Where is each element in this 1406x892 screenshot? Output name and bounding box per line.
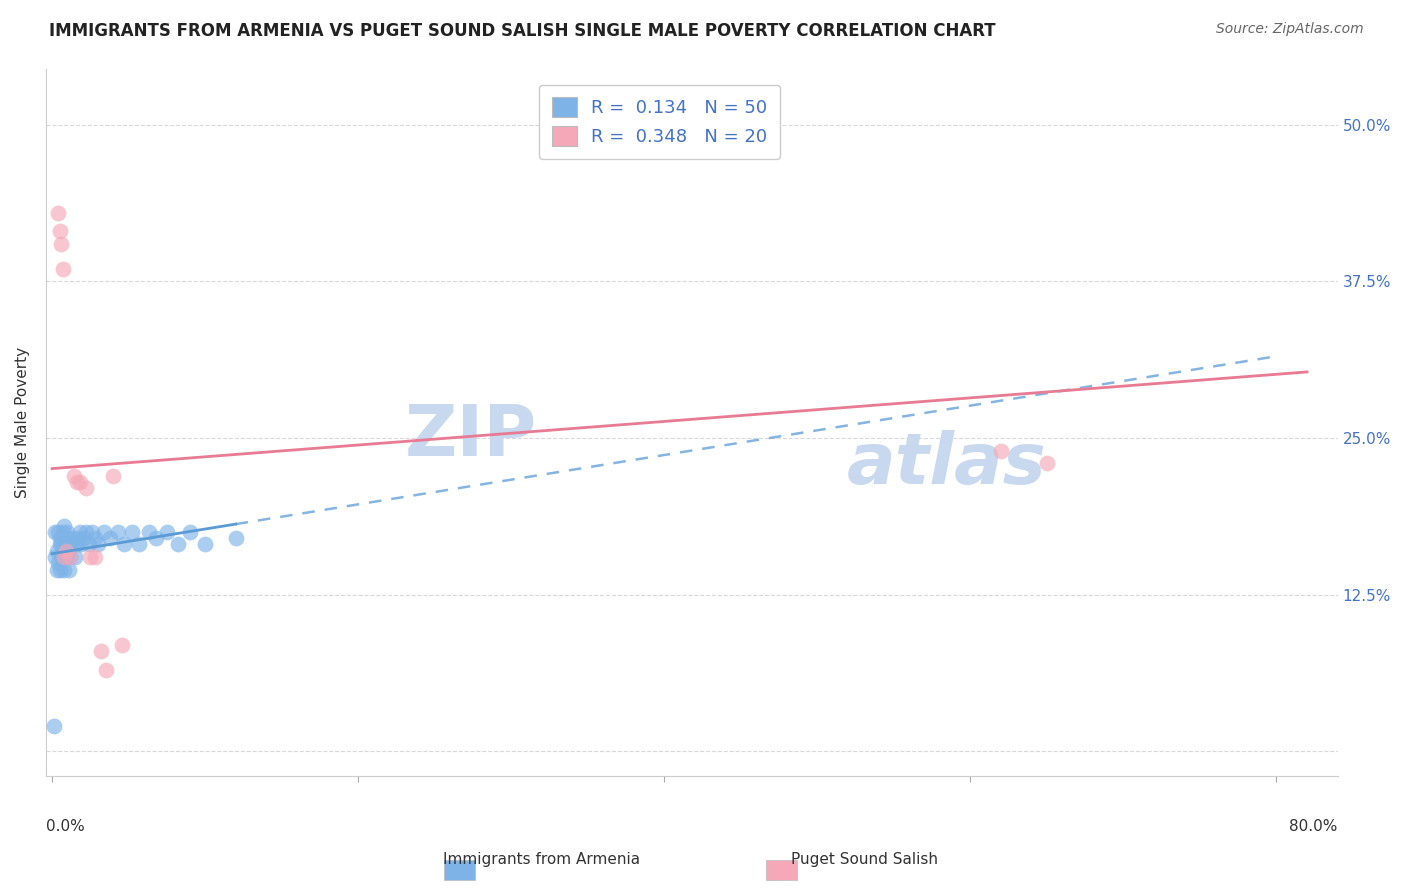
Text: ZIP: ZIP (405, 402, 537, 471)
Point (53, 518, 76, 533)
Point (55, 549, 77, 564)
Point (58, 562, 80, 576)
Point (72, 531, 94, 545)
Point (44, 524, 66, 539)
Point (48, 537, 70, 551)
Point (70, 537, 93, 551)
Point (112, 537, 135, 551)
Point (84, 531, 107, 545)
Point (48, 224, 70, 238)
Point (576, 118, 599, 132)
Point (52, 543, 75, 558)
Point (194, 537, 217, 551)
Point (52, 524, 75, 539)
Point (62, 468, 84, 483)
Point (51, 549, 73, 564)
Point (53, 549, 76, 564)
Point (44, 549, 66, 564)
Point (225, 531, 247, 545)
Point (990, 443, 1012, 458)
Point (51, 236, 73, 251)
Text: Puget Sound Salish: Puget Sound Salish (792, 852, 938, 867)
Point (179, 524, 201, 539)
Point (42, 719, 65, 733)
Legend: R =  0.134   N = 50, R =  0.348   N = 20: R = 0.134 N = 50, R = 0.348 N = 20 (538, 85, 780, 159)
Point (80, 524, 103, 539)
Point (52, 261, 75, 276)
Point (145, 531, 167, 545)
Point (48, 531, 70, 545)
Point (98, 531, 121, 545)
Point (67, 531, 90, 545)
Point (59, 549, 82, 564)
Point (62, 537, 84, 551)
Point (46, 556, 69, 570)
Point (45, 562, 67, 576)
Point (65, 537, 87, 551)
Point (56, 543, 79, 558)
Text: atlas: atlas (846, 430, 1046, 500)
Point (58, 537, 80, 551)
Text: 0.0%: 0.0% (46, 819, 84, 834)
Point (45, 543, 67, 558)
Point (94, 663, 117, 677)
Point (107, 524, 129, 539)
Point (60, 531, 83, 545)
Point (84, 549, 107, 564)
Point (69, 524, 91, 539)
Point (53, 537, 76, 551)
Point (48, 562, 70, 576)
Point (53, 562, 76, 576)
Point (103, 468, 125, 483)
Point (128, 537, 150, 551)
Text: Immigrants from Armenia: Immigrants from Armenia (443, 852, 640, 867)
Point (166, 537, 188, 551)
Point (63, 549, 86, 564)
Y-axis label: Single Male Poverty: Single Male Poverty (15, 347, 30, 498)
Point (65, 475, 87, 489)
Point (69, 475, 91, 489)
Point (55, 531, 77, 545)
Point (77, 537, 100, 551)
Point (1036, 456, 1059, 470)
Point (156, 524, 179, 539)
Point (55, 543, 77, 558)
Point (90, 644, 112, 658)
Text: IMMIGRANTS FROM ARMENIA VS PUGET SOUND SALISH SINGLE MALE POVERTY CORRELATION CH: IMMIGRANTS FROM ARMENIA VS PUGET SOUND S… (49, 22, 995, 40)
Text: Source: ZipAtlas.com: Source: ZipAtlas.com (1216, 22, 1364, 37)
Point (138, 524, 160, 539)
Point (75, 524, 97, 539)
Point (111, 638, 134, 652)
Point (93, 524, 115, 539)
Point (75, 481, 97, 495)
Text: 80.0%: 80.0% (1289, 819, 1337, 834)
Point (56, 524, 79, 539)
Point (79, 549, 101, 564)
Point (51, 537, 73, 551)
Point (87, 537, 110, 551)
Point (59, 549, 82, 564)
Point (46, 205, 69, 219)
Point (121, 524, 143, 539)
Point (46, 524, 69, 539)
